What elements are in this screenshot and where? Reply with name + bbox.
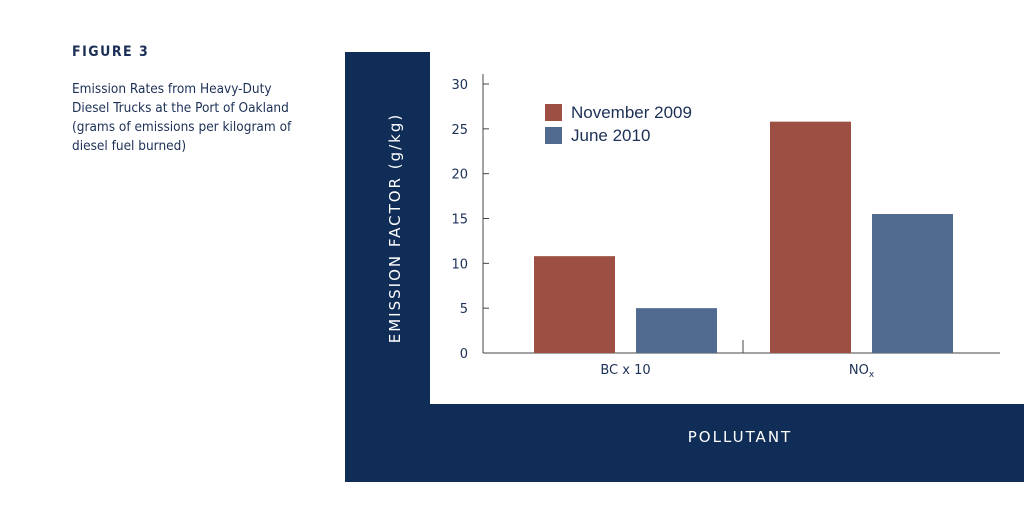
y-tick-label: 5: [460, 302, 468, 317]
caption-line: Diesel Trucks at the Port of Oakland: [72, 100, 289, 116]
bar: [534, 256, 615, 353]
bar: [636, 308, 717, 353]
y-tick-label: 0: [460, 347, 468, 362]
caption-line: Emission Rates from Heavy-Duty: [72, 81, 272, 97]
legend-label: June 2010: [571, 126, 650, 145]
x-axis-title: POLLUTANT: [688, 428, 792, 446]
x-tick-label: NOx: [849, 363, 875, 380]
bar: [770, 121, 851, 353]
caption-line: diesel fuel burned): [72, 138, 187, 154]
x-tick-label: BC x 10: [600, 363, 650, 378]
figure-label: FIGURE 3: [72, 44, 150, 60]
y-tick-label: 30: [451, 78, 468, 93]
legend-swatch: [545, 104, 562, 121]
x-tick-subscript: x: [869, 370, 875, 380]
y-tick-label: 10: [451, 257, 468, 272]
y-tick-label: 25: [451, 123, 468, 138]
caption-line: (grams of emissions per kilogram of: [72, 119, 292, 135]
legend-label: November 2009: [571, 103, 692, 122]
y-tick-label: 15: [451, 213, 468, 228]
figure-caption: Emission Rates from Heavy-Duty Diesel Tr…: [72, 80, 322, 156]
y-tick-label: 20: [451, 168, 468, 183]
bar: [872, 214, 953, 353]
y-axis-title: EMISSION FACTOR (g/kg): [386, 113, 404, 343]
legend-swatch: [545, 127, 562, 144]
